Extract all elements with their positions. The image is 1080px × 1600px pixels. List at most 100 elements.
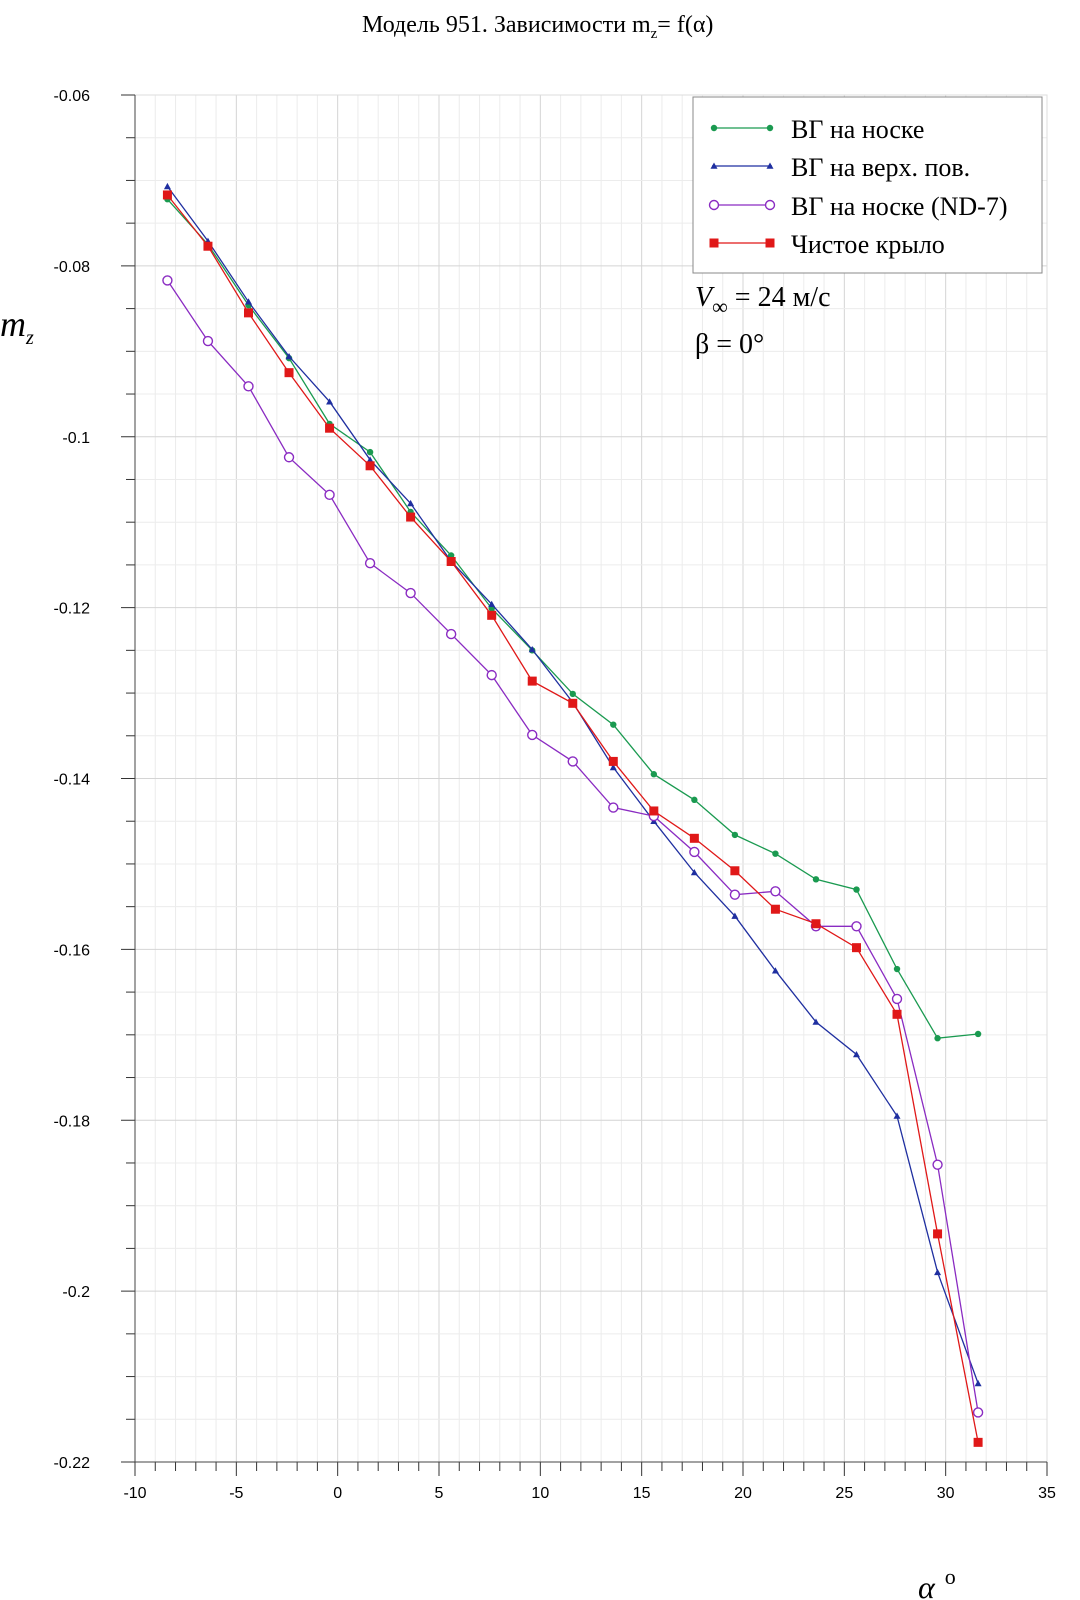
y-tick-label: -0.18	[54, 1113, 91, 1130]
y-axis-label-main: m	[0, 304, 26, 344]
series-group	[162, 182, 984, 1447]
series-1-point	[366, 448, 374, 456]
x-tick-label: 15	[633, 1485, 651, 1502]
x-tick-label: -10	[123, 1485, 146, 1502]
axis-ticks: -10 -5 0 5 10 15 20 25 30 35 -0.06 -0.08 -0.1 -0.12 -0…	[54, 88, 1056, 1502]
series-4-point	[325, 423, 335, 433]
series-2-point	[163, 182, 171, 190]
series-1-point	[772, 850, 779, 857]
x-tick-label: 35	[1038, 1485, 1056, 1502]
series-2-point	[974, 1379, 982, 1387]
series-3-point	[405, 587, 416, 599]
series-4-point	[608, 756, 618, 766]
legend-label-2: ВГ на верх. пов.	[791, 153, 970, 182]
velocity-annotation: V∞ = 24 м/с	[695, 282, 831, 319]
x-axis-label-sup: o	[945, 1564, 956, 1589]
x-tick-label: 25	[835, 1485, 853, 1502]
series-2-point	[690, 868, 698, 876]
series-3-point	[364, 557, 376, 569]
series-1-line	[166, 198, 979, 1039]
series-4-point	[365, 461, 375, 471]
legend-marker-3	[708, 199, 720, 211]
series-4-point	[446, 556, 456, 566]
series-4-point	[973, 1437, 983, 1447]
series-3-point	[202, 335, 214, 347]
series-2-point	[852, 1050, 860, 1058]
series-1	[164, 196, 982, 1042]
series-2-line	[166, 186, 979, 1384]
series-4-point	[162, 190, 172, 200]
series-4-point	[851, 943, 861, 953]
chart-title-main: Модель 951. Зависимости m	[362, 12, 651, 38]
series-4-point	[203, 241, 213, 251]
series-1-point	[853, 886, 860, 893]
series-3-point	[243, 381, 254, 392]
legend-marker-3	[764, 199, 776, 211]
series-3-point	[891, 993, 903, 1005]
series-2-point	[771, 967, 779, 974]
velocity-subscript: ∞	[712, 294, 728, 319]
series-3-point	[851, 921, 862, 932]
y-tick-label: -0.12	[54, 601, 91, 618]
legend-label-4: Чистое крыло	[791, 230, 945, 259]
series-3-point	[689, 846, 700, 858]
legend-marker-2	[766, 162, 774, 169]
y-tick-label: -0.06	[54, 88, 91, 105]
x-tick-label: 30	[937, 1485, 955, 1502]
series-3-point	[445, 628, 457, 640]
series-3-point	[729, 889, 741, 900]
series-1-point	[812, 876, 820, 883]
series-1-point	[893, 965, 901, 973]
x-tick-label: 10	[531, 1485, 549, 1502]
series-1-point	[650, 771, 658, 778]
series-2-point	[326, 398, 334, 405]
series-3	[162, 275, 984, 1418]
series-1-point	[934, 1035, 941, 1042]
chart-title-sub: z	[651, 26, 658, 42]
series-3-point	[162, 275, 173, 286]
series-2-point	[812, 1018, 820, 1025]
velocity-value: = 24 м/с	[728, 282, 831, 313]
series-3-point	[283, 452, 295, 463]
x-axis-label-main: α	[918, 1569, 936, 1600]
y-axis-label-sub: z	[25, 327, 34, 349]
y-tick-label: -0.22	[54, 1455, 91, 1472]
series-4-line	[166, 194, 979, 1443]
series-3-point	[567, 756, 578, 767]
series-4-point	[649, 806, 659, 816]
series-4-point	[406, 512, 416, 522]
series-3-point	[486, 669, 497, 681]
series-2-point	[407, 499, 415, 507]
y-tick-label: -0.1	[62, 430, 90, 447]
series-2-point	[731, 912, 739, 919]
legend-label-1: ВГ на носке	[791, 115, 924, 144]
series-1-point	[974, 1030, 982, 1038]
series-2-point	[609, 763, 617, 771]
series-2-point	[528, 645, 536, 653]
series-4-point	[284, 368, 294, 378]
legend-marker-4	[765, 238, 775, 248]
series-2-point	[244, 298, 252, 305]
series-2-point	[366, 456, 374, 463]
legend-label-3: ВГ на носке (ND-7)	[791, 192, 1007, 221]
series-2-point	[285, 352, 293, 360]
series-1-point	[569, 690, 576, 698]
y-tick-label: -0.14	[54, 772, 91, 789]
legend-marker-4	[709, 238, 719, 248]
series-4-point	[568, 698, 578, 708]
series-3-point	[608, 802, 619, 813]
series-1-point	[731, 831, 739, 839]
chart-title: Модель 951. Зависимости mz= f(α)	[362, 12, 713, 42]
series-2-point	[488, 600, 496, 608]
x-tick-label: -5	[229, 1485, 243, 1502]
y-tick-label: -0.08	[54, 259, 91, 276]
series-3-point	[527, 729, 538, 741]
series-1-point	[610, 721, 617, 728]
y-tick-label: -0.2	[62, 1284, 90, 1301]
series-4-point	[487, 610, 497, 620]
legend-marker-2	[710, 162, 718, 169]
x-tick-label: 0	[333, 1485, 342, 1502]
series-4-point	[770, 904, 780, 914]
chart-title-tail: = f(α)	[657, 12, 713, 38]
